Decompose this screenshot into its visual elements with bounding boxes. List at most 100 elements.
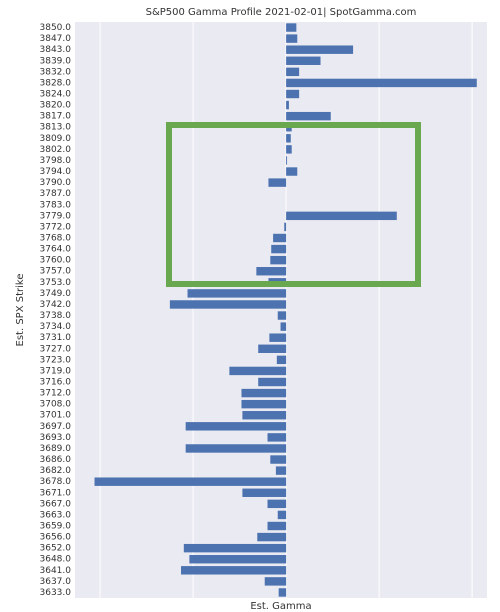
- y-tick-label: 3742.0: [40, 300, 72, 310]
- bar: [181, 566, 287, 575]
- y-tick-label: 3689.0: [40, 444, 72, 454]
- bar: [286, 67, 300, 77]
- bar: [276, 355, 287, 365]
- y-tick-label: 3693.0: [40, 433, 72, 443]
- y-tick-label: 3671.0: [40, 488, 72, 498]
- y-tick-label: 3712.0: [40, 389, 72, 399]
- bar: [185, 444, 287, 453]
- y-tick-label: 3772.0: [40, 222, 72, 232]
- bar: [258, 344, 287, 353]
- bar: [284, 222, 287, 232]
- bar: [264, 577, 287, 586]
- bar: [267, 433, 287, 442]
- bar: [286, 211, 397, 221]
- bar: [286, 34, 298, 43]
- y-tick-label: 3697.0: [40, 422, 72, 432]
- y-tick-label: 3783.0: [40, 200, 72, 210]
- y-tick-label: 3716.0: [40, 378, 72, 388]
- y-tick-label: 3813.0: [40, 123, 72, 133]
- bar: [268, 178, 287, 187]
- bar: [242, 411, 287, 420]
- y-tick-label: 3686.0: [40, 455, 72, 465]
- bar: [280, 322, 287, 331]
- bar: [286, 145, 292, 154]
- bar: [286, 89, 300, 99]
- y-tick-label: 3641.0: [40, 566, 72, 576]
- y-tick-label: 3798.0: [40, 156, 72, 166]
- y-tick-label: 3731.0: [40, 333, 72, 343]
- y-tick-label: 3760.0: [40, 256, 72, 266]
- bar: [286, 156, 288, 165]
- y-tick-label: 3734.0: [40, 322, 72, 332]
- y-tick-label: 3708.0: [40, 400, 72, 410]
- y-tick-label: 3656.0: [40, 533, 72, 543]
- bar: [277, 311, 287, 320]
- bar: [286, 45, 354, 54]
- y-tick-label: 3850.0: [40, 23, 72, 33]
- y-tick-label: 3753.0: [40, 278, 72, 288]
- y-tick-label: 3832.0: [40, 67, 72, 77]
- y-tick-label: 3633.0: [40, 588, 72, 598]
- bar: [258, 377, 287, 387]
- y-tick-label: 3667.0: [40, 499, 72, 509]
- y-tick-label: 3790.0: [40, 178, 72, 188]
- y-tick-label: 3659.0: [40, 522, 72, 532]
- highlight-box: [166, 122, 421, 287]
- y-tick-label: 3779.0: [40, 211, 72, 221]
- bar: [183, 543, 287, 553]
- y-tick-label: 3727.0: [40, 344, 72, 354]
- y-tick-label: 3678.0: [40, 477, 72, 487]
- bar: [257, 532, 287, 542]
- y-tick-label: 3652.0: [40, 544, 72, 554]
- bar: [256, 267, 287, 276]
- y-tick-label: 3828.0: [40, 78, 72, 88]
- y-tick-label: 3809.0: [40, 134, 72, 144]
- bar: [241, 388, 287, 398]
- bar: [286, 134, 291, 143]
- y-tick-label: 3663.0: [40, 510, 72, 520]
- bar: [278, 588, 287, 597]
- bar: [286, 100, 289, 110]
- bar: [270, 255, 287, 265]
- y-tick-label: 3701.0: [40, 411, 72, 421]
- y-tick-label: 3820.0: [40, 101, 72, 111]
- bar: [241, 399, 287, 409]
- y-tick-label: 3738.0: [40, 311, 72, 321]
- bar: [277, 510, 287, 520]
- bar: [270, 455, 287, 464]
- chart-title: S&P500 Gamma Profile 2021-02-01| SpotGam…: [146, 7, 417, 18]
- y-tick-label: 3764.0: [40, 245, 72, 255]
- bar: [286, 23, 297, 32]
- bar: [275, 466, 287, 475]
- y-axis-label: Est. SPX Strike: [15, 274, 26, 347]
- bar: [273, 233, 287, 243]
- y-tick-label: 3682.0: [40, 466, 72, 476]
- bar: [269, 333, 287, 342]
- y-tick-label: 3794.0: [40, 167, 72, 177]
- bar: [267, 499, 287, 509]
- bar: [267, 521, 287, 531]
- y-tick-label: 3817.0: [40, 112, 72, 122]
- y-tick-label: 3843.0: [40, 45, 72, 55]
- y-tick-label: 3824.0: [40, 90, 72, 100]
- y-tick-label: 3757.0: [40, 267, 72, 277]
- bar: [286, 167, 298, 176]
- y-tick-label: 3787.0: [40, 189, 72, 199]
- bar: [187, 289, 287, 298]
- bar: [189, 555, 287, 564]
- y-tick-label: 3648.0: [40, 555, 72, 565]
- bar: [94, 477, 287, 486]
- bar: [271, 244, 287, 254]
- bar: [286, 111, 331, 121]
- y-tick-label: 3749.0: [40, 289, 72, 299]
- bar: [286, 56, 321, 65]
- x-axis-label: Est. Gamma: [250, 601, 311, 612]
- y-tick-label: 3723.0: [40, 355, 72, 365]
- y-tick-label: 3802.0: [40, 145, 72, 155]
- bar: [242, 488, 287, 497]
- y-tick-label: 3839.0: [40, 56, 72, 66]
- bar: [286, 78, 477, 88]
- bar: [169, 300, 287, 309]
